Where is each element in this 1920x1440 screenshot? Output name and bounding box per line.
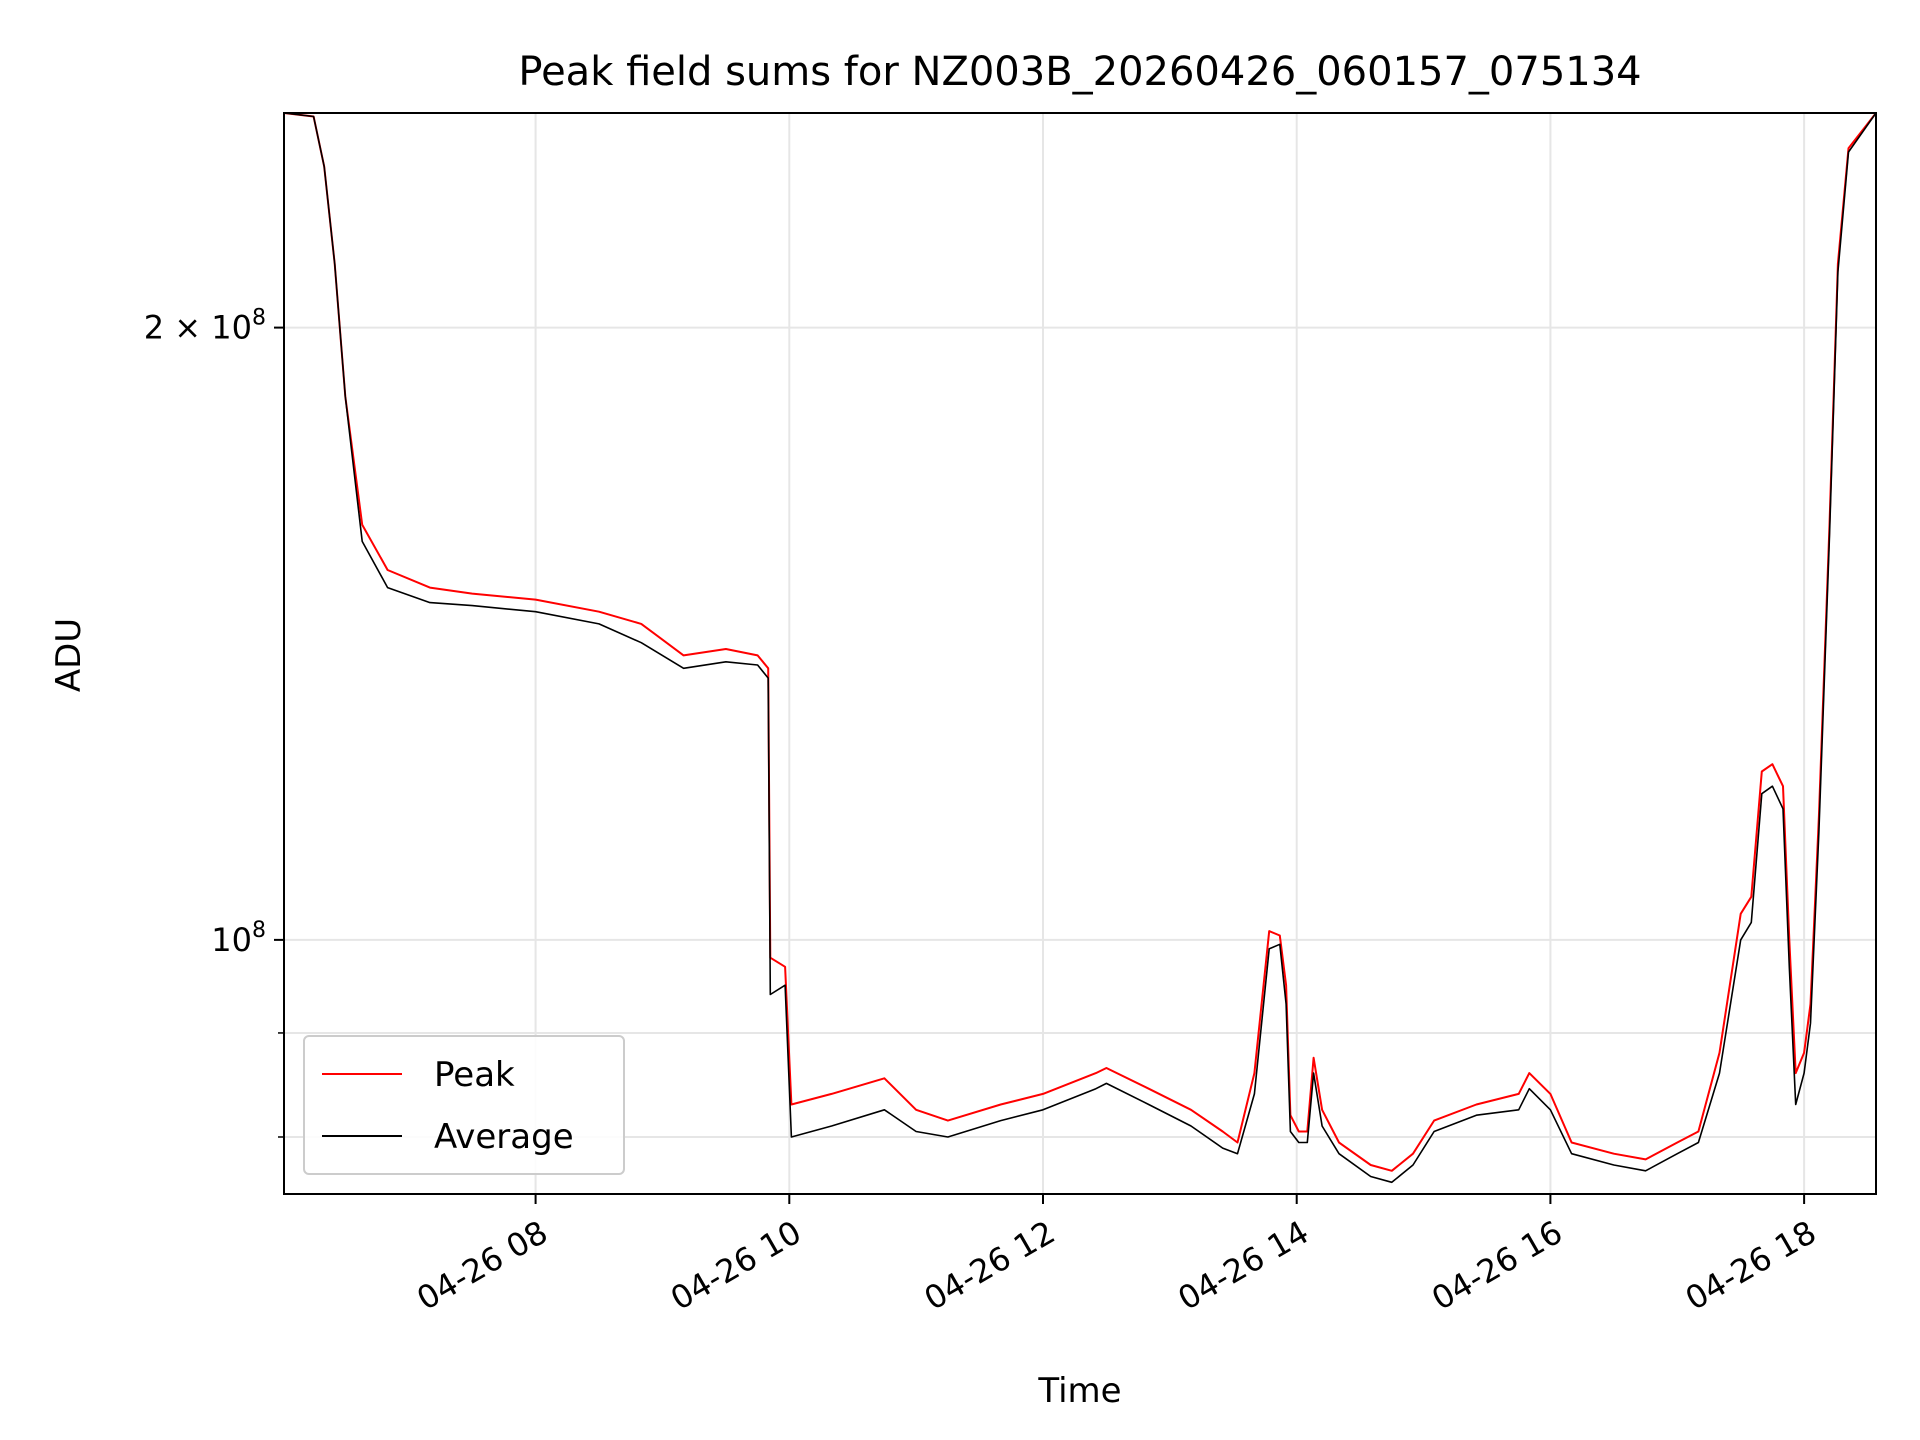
legend-label-peak: Peak	[434, 1055, 515, 1095]
x-axis-label: Time	[1037, 1371, 1121, 1411]
series-line-peak	[283, 112, 1877, 1172]
plot-frame	[283, 112, 1877, 1195]
grid	[284, 113, 1876, 1194]
legend-box	[303, 1035, 625, 1175]
legend-entries: Peak Average	[322, 1055, 574, 1157]
legend-label-average: Average	[434, 1117, 574, 1157]
series-layer	[283, 112, 1877, 1184]
series-line-average	[283, 112, 1877, 1184]
chart-title: Peak field sums for NZ003B_20260426_0601…	[518, 49, 1641, 95]
legend: Peak Average	[303, 1035, 625, 1175]
y-axis-label: ADU	[49, 618, 89, 692]
y-tick-label: 2 × 108	[144, 306, 266, 347]
y-tick-label: 108	[211, 918, 266, 959]
